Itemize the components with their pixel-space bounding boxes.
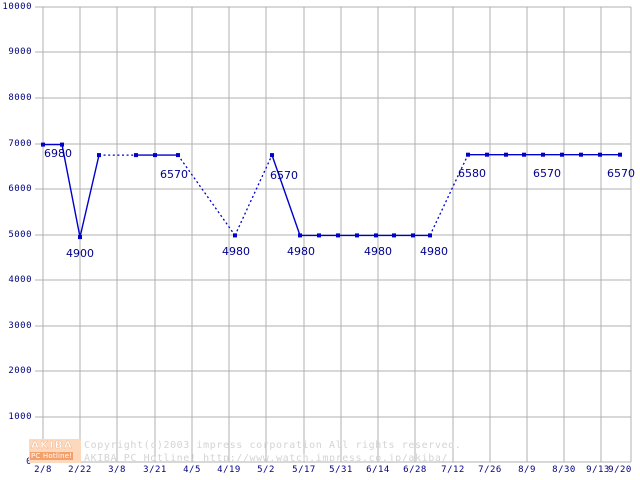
- x-tick-11: 7/12: [441, 465, 465, 475]
- data-label-4900: 4900: [66, 247, 94, 260]
- data-label-4980-b: 4980: [287, 245, 315, 258]
- series-line-solid: [43, 143, 620, 238]
- y-tick-10000: 10000: [2, 2, 32, 12]
- y-tick-0: 0: [0, 458, 32, 467]
- y-tick-1000: 1000: [8, 412, 32, 422]
- logo-akiba-text: AKIBA: [31, 440, 74, 451]
- x-tick-10: 6/28: [403, 465, 427, 475]
- x-tick-13: 8/9: [518, 465, 536, 475]
- data-label-6570-c: 6570: [533, 167, 561, 180]
- y-tick-4000: 4000: [8, 275, 32, 285]
- y-tick-6000: 6000: [8, 184, 32, 194]
- x-tick-16: 9/20: [608, 465, 632, 475]
- x-tick-8: 5/31: [329, 465, 353, 475]
- x-tick-7: 5/17: [292, 465, 316, 475]
- data-label-6570-d: 6570: [607, 167, 635, 180]
- y-tick-5000: 5000: [8, 230, 32, 240]
- x-tick-15: 9/13: [586, 465, 610, 475]
- x-tick-9: 6/14: [366, 465, 390, 475]
- data-label-6570-a: 6570: [160, 168, 188, 181]
- y-tick-2000: 2000: [8, 366, 32, 376]
- data-label-6570-b: 6570: [270, 169, 298, 182]
- x-tick-5: 4/19: [217, 465, 241, 475]
- y-tick-9000: 9000: [8, 47, 32, 57]
- x-tick-2: 3/8: [108, 465, 126, 475]
- y-tick-3000: 3000: [8, 321, 32, 331]
- x-tick-12: 7/26: [478, 465, 502, 475]
- x-tick-14: 8/30: [552, 465, 576, 475]
- x-tick-3: 3/21: [143, 465, 167, 475]
- x-tick-0: 2/8: [34, 465, 52, 475]
- data-label-4980-c: 4980: [364, 245, 392, 258]
- copyright-text: Copyright(c)2003 impress corporation All…: [84, 440, 462, 451]
- series-markers: [41, 142, 622, 240]
- data-label-4980-a: 4980: [222, 245, 250, 258]
- y-tick-7000: 7000: [8, 139, 32, 149]
- x-tick-1: 2/22: [68, 465, 92, 475]
- data-label-6580: 6580: [458, 167, 486, 180]
- x-tick-6: 5/2: [257, 465, 275, 475]
- x-tick-4: 4/5: [183, 465, 201, 475]
- logo-hotline-text: PC Hotline!: [30, 452, 74, 460]
- grid-lines: [35, 6, 632, 463]
- y-tick-8000: 8000: [8, 93, 32, 103]
- site-url-text: AKIBA PC Hotline! http://www.watch.impre…: [84, 453, 449, 464]
- series-line-dotted: [99, 154, 469, 236]
- akiba-pc-hotline-logo: AKIBA PC Hotline!: [29, 439, 81, 463]
- data-label-4980-d: 4980: [420, 245, 448, 258]
- data-label-6980: 6980: [44, 147, 72, 160]
